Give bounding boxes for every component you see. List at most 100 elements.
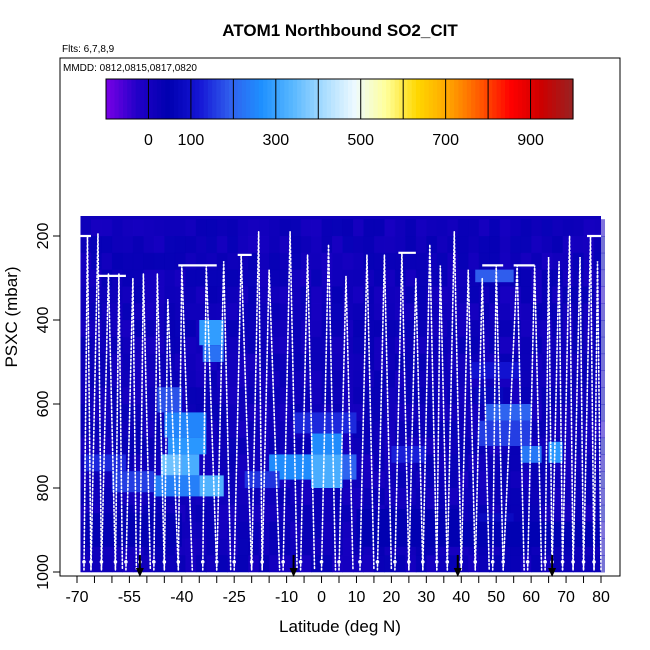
heatmap-texture-cell	[227, 521, 239, 539]
heatmap-texture-cell	[447, 236, 459, 254]
heatmap-texture-cell	[562, 538, 574, 556]
heatmap-texture-cell	[405, 538, 417, 556]
heatmap-texture-cell	[426, 404, 438, 422]
heatmap-texture-cell	[80, 555, 92, 573]
heatmap-texture-cell	[363, 471, 375, 489]
heatmap-texture-cell	[363, 269, 375, 287]
heatmap-texture-cell	[363, 437, 375, 455]
heatmap-texture-cell	[510, 504, 522, 523]
heatmap-texture-cell	[132, 286, 144, 304]
heatmap-texture-cell	[227, 252, 239, 271]
y-tick-label: 400	[35, 307, 52, 334]
heatmap-texture-cell	[174, 219, 186, 237]
heatmap-texture-cell	[279, 219, 291, 237]
heatmap-texture-cell	[363, 538, 375, 556]
heatmap-texture-cell	[415, 286, 427, 304]
flight-track-profile	[338, 275, 354, 571]
heatmap-texture-cell	[321, 353, 333, 371]
heatmap-texture-cell	[426, 219, 438, 237]
x-tick-label: 50	[487, 589, 505, 606]
heatmap-texture-cell	[258, 219, 270, 237]
heatmap-cell	[157, 387, 182, 413]
heatmap-texture-cell	[457, 504, 469, 523]
colorbar-tick-label: 0	[144, 132, 153, 149]
heatmap-cell	[167, 437, 207, 455]
heatmap-texture-cell	[143, 454, 155, 472]
track-marker	[459, 560, 464, 564]
colorbar-swatch	[267, 79, 273, 119]
heatmap-texture-cell	[279, 420, 291, 439]
flight-track-profile	[139, 273, 152, 571]
heatmap-texture-cell	[164, 269, 176, 287]
heatmap-texture-cell	[195, 236, 207, 254]
heatmap-texture-cell	[269, 336, 281, 355]
heatmap-texture-cell	[363, 370, 375, 388]
x-tick-label: 70	[557, 589, 575, 606]
chart-title: ATOM1 Northbound SO2_CIT	[222, 21, 458, 40]
heatmap-texture-cell	[216, 353, 228, 371]
heatmap-texture-cell	[426, 370, 438, 388]
heatmap-texture-cell	[332, 488, 343, 506]
heatmap-texture-cell	[436, 387, 448, 405]
x-axis: -70 -55 -40 -25 -10 0 10 20 30 40 50 60 70 80	[65, 576, 610, 606]
x-tick-label: 10	[348, 589, 366, 606]
heatmap-texture-cell	[436, 353, 448, 371]
heatmap-texture-cell	[311, 336, 323, 355]
heatmap-texture-cell	[552, 471, 564, 489]
heatmap-texture-cell	[489, 219, 501, 237]
heatmap-texture-cell	[206, 387, 218, 405]
heatmap-texture-cell	[300, 353, 312, 371]
heatmap-texture-cell	[436, 236, 448, 254]
heatmap-texture-cell	[332, 320, 343, 338]
heatmap-texture-cell	[122, 336, 134, 355]
heatmap-texture-cell	[300, 269, 312, 287]
track-marker	[319, 560, 324, 564]
heatmap-texture-cell	[111, 320, 123, 338]
heatmap-texture-cell	[415, 219, 427, 237]
heatmap-texture-cell	[174, 538, 186, 556]
colorbar-tick-label: 100	[178, 132, 205, 149]
colorbar-swatch	[411, 79, 417, 119]
track-marker	[99, 560, 104, 564]
colorbar-swatch	[462, 79, 468, 119]
colorbar-swatch	[190, 79, 196, 119]
heatmap-texture-cell	[248, 370, 260, 388]
x-tick-label: -25	[223, 589, 246, 606]
heatmap-texture-cell	[436, 471, 448, 489]
heatmap-texture-cell	[132, 353, 144, 371]
colorbar-swatch	[556, 79, 561, 119]
heatmap-texture-cell	[237, 370, 249, 388]
heatmap-texture-cell	[101, 252, 113, 271]
heatmap-texture-cell	[573, 555, 585, 573]
heatmap-texture-cell	[394, 353, 406, 371]
heatmap-texture-cell	[457, 387, 469, 405]
heatmap-texture-cell	[541, 303, 553, 321]
heatmap-texture-cell	[311, 303, 323, 321]
heatmap-texture-cell	[311, 353, 323, 371]
heatmap-texture-cell	[457, 320, 469, 338]
heatmap-texture-cell	[227, 219, 239, 237]
heatmap-texture-cell	[164, 252, 176, 271]
heatmap-texture-cell	[468, 370, 480, 388]
y-tick-label: 1000	[35, 554, 52, 590]
heatmap-texture-cell	[216, 252, 228, 271]
colorbar-swatch	[356, 79, 362, 119]
colorbar-tick-label: 700	[432, 132, 459, 149]
heatmap-texture-cell	[206, 370, 218, 388]
heatmap-texture-cell	[216, 420, 228, 439]
heatmap-layer	[80, 216, 605, 573]
heatmap-texture-cell	[520, 219, 532, 237]
heatmap-texture-cell	[237, 504, 249, 523]
heatmap-cell	[475, 269, 514, 283]
heatmap-cell	[83, 513, 182, 547]
track-marker	[249, 560, 254, 564]
colorbar-swatch	[284, 79, 290, 119]
heatmap-texture-cell	[132, 404, 144, 422]
heatmap-texture-cell	[153, 538, 165, 556]
heatmap-texture-cell	[352, 303, 364, 321]
colorbar: 0 100 300 500 700 900	[105, 78, 574, 149]
track-marker	[393, 560, 397, 564]
heatmap-texture-cell	[206, 353, 218, 371]
heatmap-texture-cell	[562, 353, 574, 371]
heatmap-texture-cell	[499, 286, 511, 304]
